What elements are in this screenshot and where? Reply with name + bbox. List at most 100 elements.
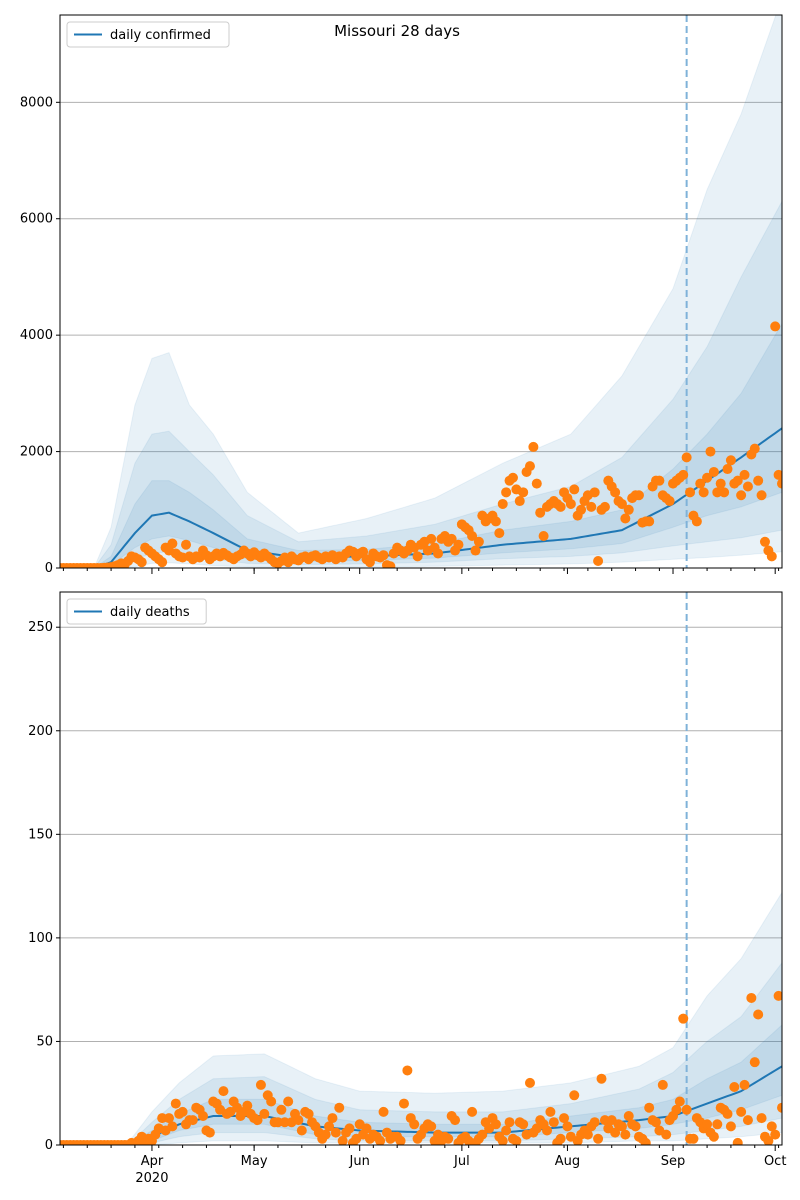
observed-point	[777, 1102, 782, 1113]
observed-point	[654, 475, 665, 486]
observed-point	[586, 501, 597, 512]
observed-point	[702, 1119, 713, 1130]
observed-point	[443, 1133, 454, 1144]
observed-point	[467, 1106, 478, 1117]
observed-point	[770, 1129, 781, 1140]
observed-point	[330, 1127, 341, 1138]
observed-point	[535, 507, 546, 518]
observed-point	[187, 1115, 198, 1126]
observed-point	[610, 487, 621, 498]
observed-point	[501, 1125, 512, 1136]
observed-point	[296, 1125, 307, 1136]
observed-point	[504, 1117, 515, 1128]
observed-point	[610, 1127, 621, 1138]
observed-point	[477, 1129, 488, 1140]
observed-point	[620, 513, 631, 524]
observed-point	[725, 455, 736, 466]
observed-point	[688, 1133, 699, 1144]
observed-point	[732, 475, 743, 486]
observed-point	[589, 1117, 600, 1128]
observed-point	[167, 538, 178, 549]
legend-label: daily deaths	[110, 605, 190, 620]
observed-point	[490, 1119, 501, 1130]
observed-point	[395, 1135, 406, 1145]
observed-point	[589, 487, 600, 498]
y-tick-label: 0	[45, 561, 53, 576]
observed-point	[569, 484, 580, 495]
y-tick-label: 250	[28, 620, 53, 635]
observed-point	[433, 548, 444, 559]
observed-point	[426, 1121, 437, 1132]
observed-point	[473, 536, 484, 547]
observed-point	[773, 990, 782, 1001]
observed-point	[753, 475, 764, 486]
observed-point	[777, 478, 782, 489]
observed-point	[337, 1135, 348, 1145]
observed-point	[514, 496, 525, 507]
observed-point	[630, 1121, 641, 1132]
observed-point	[593, 556, 604, 567]
observed-point	[719, 487, 730, 498]
observed-point	[276, 1104, 287, 1115]
observed-point	[582, 1129, 593, 1140]
observed-point	[518, 487, 529, 498]
observed-point	[528, 441, 539, 452]
observed-point	[749, 443, 760, 454]
x-tick-label: Jul	[453, 1154, 470, 1169]
observed-point	[255, 1079, 266, 1090]
observed-point	[681, 452, 692, 463]
observed-point	[698, 487, 709, 498]
deaths-chart: 0 50 100 150 200 250 Apr May Jun Jul Aug Sep Oct 2020…	[28, 591, 786, 1186]
observed-point	[497, 498, 508, 509]
observed-point	[548, 1117, 559, 1128]
observed-point	[385, 561, 396, 568]
observed-point	[664, 496, 675, 507]
plot-area	[60, 592, 782, 1145]
observed-point	[766, 551, 777, 562]
observed-point	[204, 1127, 215, 1138]
observed-point	[157, 557, 168, 568]
observed-point	[303, 1108, 314, 1119]
observed-point	[507, 472, 518, 483]
observed-point	[674, 1096, 685, 1107]
observed-point	[708, 466, 719, 477]
observed-point	[565, 498, 576, 509]
y-tick-label: 100	[28, 931, 53, 946]
observed-point	[555, 1133, 566, 1144]
observed-point	[163, 1113, 174, 1124]
observed-point	[644, 516, 655, 527]
legend-box	[66, 598, 207, 625]
observed-point	[402, 1065, 413, 1076]
observed-point	[409, 1119, 420, 1130]
observed-point	[770, 321, 781, 332]
observed-point	[167, 1121, 178, 1132]
observed-point	[712, 1119, 723, 1130]
observed-point	[426, 533, 437, 544]
y-tick-label: 4000	[20, 328, 53, 343]
observed-point	[657, 1079, 668, 1090]
observed-point	[722, 464, 733, 475]
y-tick-label: 8000	[20, 95, 53, 110]
observed-point	[640, 1137, 651, 1145]
observed-point	[695, 478, 706, 489]
observed-point	[398, 1098, 409, 1109]
observed-point	[722, 1108, 733, 1119]
observed-point	[283, 1096, 294, 1107]
observed-point	[198, 1111, 209, 1122]
observed-point	[242, 1100, 253, 1111]
observed-point	[266, 1096, 277, 1107]
chart-title: Missouri 28 days	[334, 22, 460, 40]
x-tick-label: Aug	[555, 1154, 580, 1169]
observed-point	[252, 1115, 263, 1126]
observed-point	[678, 1013, 689, 1024]
observed-point	[739, 469, 750, 480]
observed-point	[763, 1135, 774, 1145]
observed-point	[650, 1117, 661, 1128]
y-tick-label: 150	[28, 827, 53, 842]
y-tick-label: 50	[36, 1034, 53, 1049]
observed-point	[450, 1115, 461, 1126]
legend: daily deaths	[66, 598, 207, 625]
legend: daily confirmed	[66, 21, 230, 48]
observed-point	[375, 1135, 386, 1145]
